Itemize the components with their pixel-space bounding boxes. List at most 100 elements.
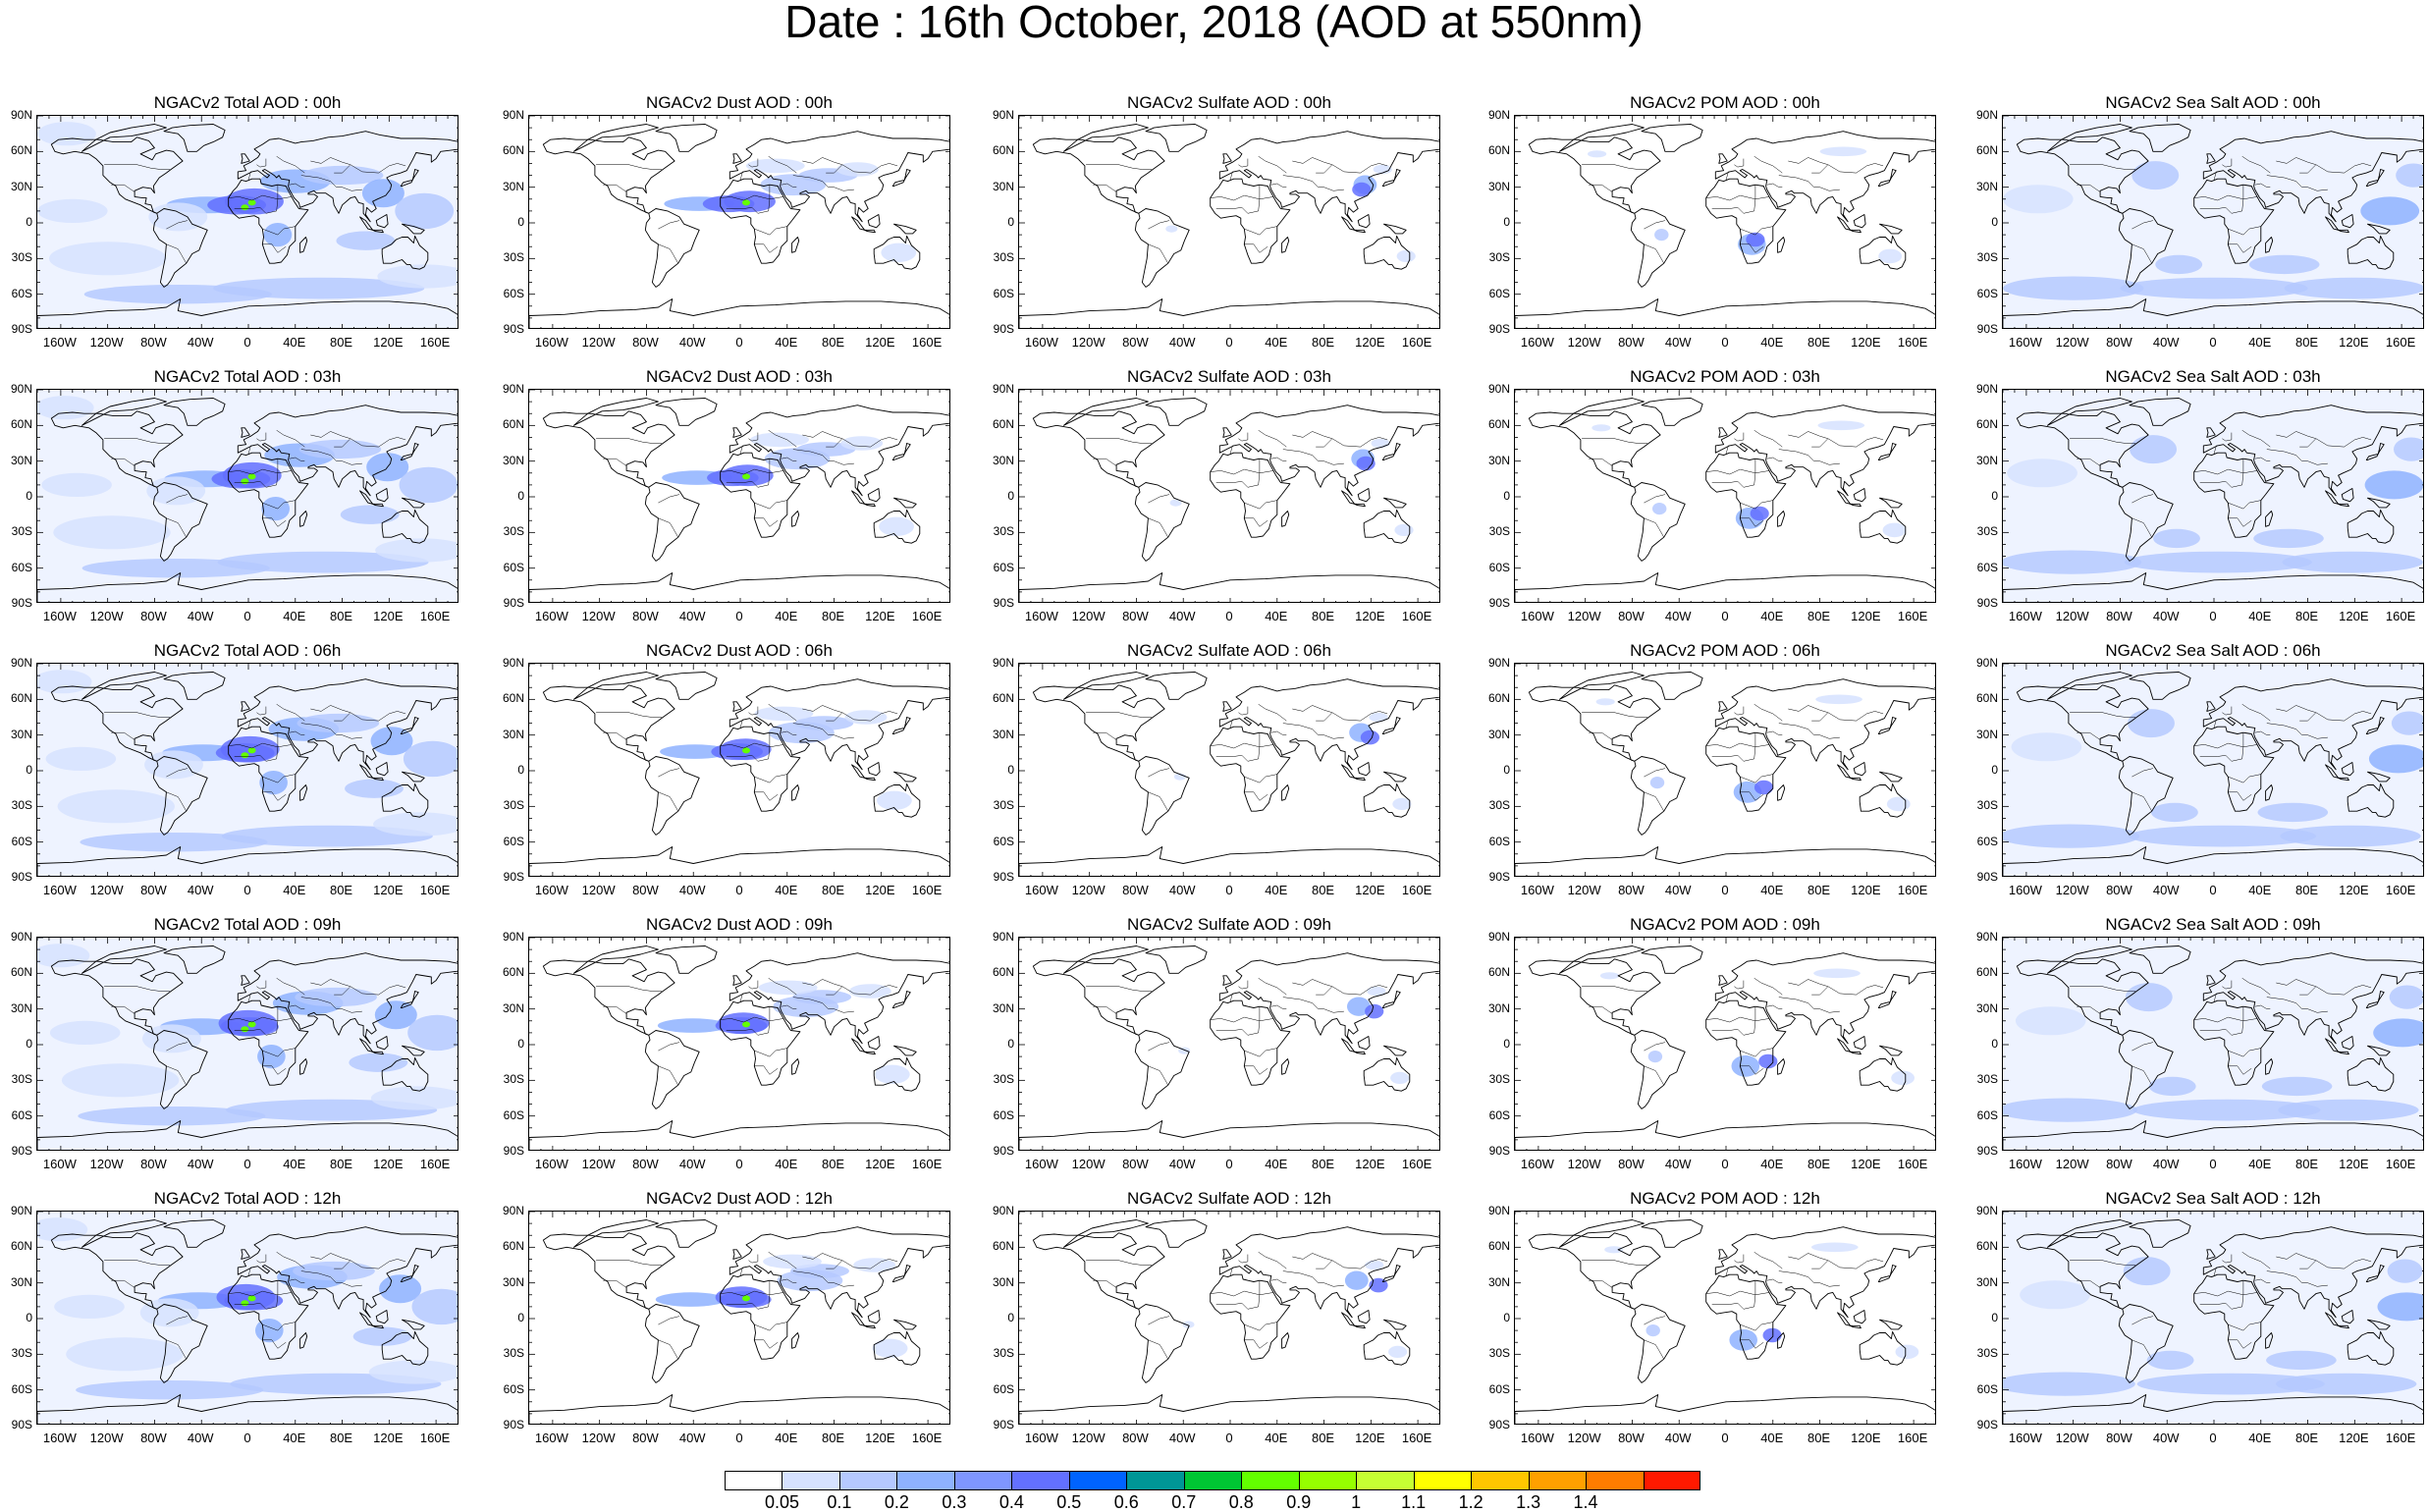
- aod-plume: [297, 713, 380, 733]
- lat-label: 30S: [1488, 798, 1510, 813]
- lon-label: 120W: [2055, 335, 2089, 350]
- country-border: [1148, 791, 1168, 812]
- coastline: [1357, 762, 1371, 777]
- lon-label: 80E: [821, 335, 845, 350]
- lon-label: 120E: [373, 609, 404, 623]
- lon-label: 80W: [2106, 609, 2132, 623]
- lon-label: 40W: [2152, 883, 2180, 897]
- country-border: [768, 977, 797, 996]
- country-border: [2299, 163, 2372, 174]
- panel-title: NGACv2 Sea Salt AOD : 06h: [2105, 641, 2321, 660]
- country-border: [781, 1278, 797, 1283]
- country-border: [754, 517, 779, 527]
- coastline: [1850, 503, 1861, 508]
- lat-label: 0: [1503, 1311, 1510, 1324]
- lat-label: 30N: [10, 1000, 32, 1015]
- country-border: [111, 1279, 135, 1288]
- coastline: [299, 1058, 308, 1075]
- lon-label: 40W: [2152, 609, 2180, 623]
- coastline: [1222, 701, 1232, 712]
- country-border: [262, 1322, 296, 1331]
- lon-label: 40E: [1760, 609, 1784, 623]
- country-border: [1093, 731, 1117, 740]
- aod-plume: [2128, 709, 2175, 738]
- lat-label: 90N: [502, 382, 524, 396]
- country-border: [2276, 1253, 2316, 1261]
- lon-label: 40W: [187, 1431, 214, 1445]
- lon-label: 40W: [1664, 609, 1692, 623]
- panel-title: NGACv2 Sulfate AOD : 00h: [1127, 93, 1331, 112]
- coastline: [1062, 124, 1149, 152]
- coastline: [1714, 678, 1935, 771]
- country-border: [2199, 459, 2244, 488]
- aod-plume: [715, 1286, 768, 1309]
- coastline: [1630, 1304, 1686, 1383]
- coastline: [402, 223, 425, 235]
- country-border: [2241, 1251, 2271, 1269]
- coastline: [375, 488, 389, 503]
- lon-label: 80E: [1807, 1157, 1831, 1171]
- lat-label: 60S: [1488, 286, 1510, 300]
- lon-label: 120E: [1851, 609, 1881, 623]
- aod-plume: [349, 1053, 408, 1072]
- coastline: [50, 136, 184, 214]
- aod-plume: [754, 706, 814, 722]
- lat-label: 60S: [1976, 1107, 1998, 1122]
- coastline: [1354, 1324, 1366, 1329]
- lat-label: 90S: [1976, 596, 1998, 610]
- country-border: [1711, 185, 1756, 214]
- lon-label: 120E: [373, 1431, 404, 1445]
- coastline: [1705, 452, 1787, 538]
- country-border: [1766, 183, 1783, 188]
- lat-label: 30N: [992, 727, 1014, 741]
- country-border: [1740, 517, 1764, 527]
- country-border: [1148, 1042, 1169, 1052]
- coastline: [572, 945, 659, 974]
- coastline: [1853, 762, 1866, 777]
- coastline: [529, 572, 949, 602]
- country-border: [792, 449, 854, 465]
- coastline: [400, 717, 419, 734]
- country-border: [596, 164, 662, 170]
- country-border: [1238, 432, 1249, 442]
- coastline: [1714, 952, 1935, 1045]
- panel-title: NGACv2 Dust AOD : 00h: [646, 93, 833, 112]
- country-border: [2299, 437, 2372, 448]
- aod-plume: [54, 1294, 125, 1319]
- aod-plume: [1588, 150, 1607, 158]
- aod-plume: [1813, 968, 1861, 979]
- country-border: [289, 1004, 305, 1009]
- lon-label: 160E: [911, 1157, 943, 1171]
- colorbar-swatch: [782, 1471, 840, 1490]
- lat-label: 90S: [11, 1144, 32, 1158]
- coastline: [1281, 784, 1290, 801]
- coastline: [1777, 511, 1786, 527]
- country-border: [2241, 429, 2271, 448]
- aod-plume: [49, 1020, 121, 1045]
- lat-label: 60N: [1487, 1239, 1510, 1254]
- country-border: [1292, 705, 1332, 713]
- coastline: [400, 991, 419, 1008]
- lon-label: 120E: [1355, 1431, 1385, 1445]
- country-border: [111, 1005, 135, 1014]
- coastline: [1877, 1265, 1897, 1282]
- map-canvas: [37, 1212, 458, 1424]
- lon-label: 80W: [1618, 883, 1645, 897]
- coastline: [1879, 1045, 1903, 1056]
- coastline: [1222, 153, 1232, 164]
- country-border: [1210, 742, 1274, 749]
- aod-plume: [2007, 459, 2077, 488]
- aod-plume: [370, 1086, 458, 1110]
- coastline: [2341, 762, 2354, 777]
- lat-label: 30S: [503, 1072, 524, 1087]
- aod-plume: [1392, 797, 1412, 810]
- country-border: [256, 980, 267, 990]
- lon-label: 80E: [329, 883, 353, 897]
- coastline: [37, 846, 458, 876]
- world-map: [2002, 663, 2424, 877]
- lon-label: 80W: [140, 609, 167, 623]
- panel-title: NGACv2 Dust AOD : 12h: [646, 1189, 833, 1208]
- coastline: [2003, 1120, 2423, 1150]
- coastline: [1145, 945, 1208, 974]
- coastline: [873, 235, 921, 270]
